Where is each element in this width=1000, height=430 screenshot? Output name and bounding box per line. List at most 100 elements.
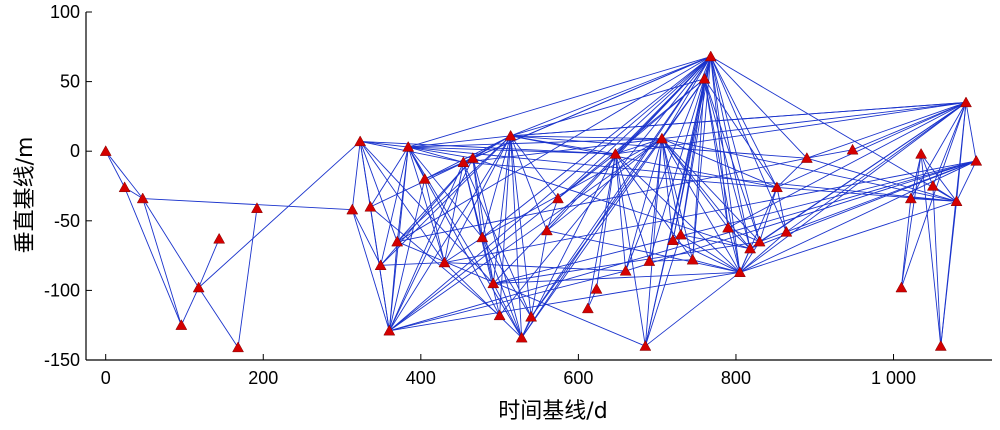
acquisition-point [99, 145, 112, 156]
baseline-edge [510, 135, 559, 199]
baseline-edge [493, 271, 740, 284]
acquisition-point [674, 228, 687, 240]
baseline-edge [614, 153, 650, 262]
baseline-edge [444, 162, 464, 263]
baseline-edge [463, 161, 777, 188]
acquisition-point [753, 235, 766, 247]
baseline-edge [198, 287, 239, 348]
x-tick-label: 200 [248, 368, 278, 388]
baseline-edge [380, 146, 409, 266]
baseline-edge [472, 158, 483, 238]
baseline-edge [759, 231, 787, 243]
acquisition-point [192, 281, 205, 293]
acquisition-point [686, 253, 699, 265]
acquisition-point [515, 331, 528, 343]
baseline-edge [396, 157, 474, 242]
acquisition-point [639, 340, 652, 351]
acquisition-point [487, 277, 500, 289]
baseline-edge [370, 146, 409, 208]
baseline-edge [370, 206, 500, 316]
acquisition-point [136, 192, 149, 204]
x-axis-ticks: 0 200 400 600 800 1 000 [101, 354, 916, 388]
acquisition-point [770, 181, 783, 193]
baseline-edge [648, 56, 712, 262]
baseline-edge [672, 56, 712, 241]
baseline-edge [614, 153, 627, 271]
x-tick-label: 800 [721, 368, 751, 388]
baseline-edge [481, 56, 712, 238]
baseline-edge [237, 208, 258, 348]
acquisition-point [374, 259, 387, 270]
acquisition-point [418, 173, 431, 184]
baseline-edge [759, 187, 778, 242]
baseline-edge [408, 146, 464, 163]
baseline-edge [142, 198, 182, 326]
baseline-edge [408, 138, 662, 148]
acquisition-point [800, 152, 813, 163]
acquisition-point [780, 225, 793, 237]
baseline-edge [900, 153, 922, 288]
baseline-edge [388, 162, 464, 331]
acquisition-point [950, 195, 963, 206]
baseline-edge [710, 56, 808, 159]
x-tick-label: 600 [563, 368, 593, 388]
baseline-edge [615, 153, 693, 261]
baseline-edge [587, 153, 616, 309]
baseline-edge [776, 187, 787, 233]
baseline-edge [492, 135, 512, 284]
baseline-edge [546, 230, 740, 273]
acquisition-point [457, 156, 470, 167]
baseline-edge [615, 56, 712, 155]
acquisition-point [619, 264, 632, 276]
baseline-edge [105, 150, 126, 188]
baseline-edge [703, 78, 729, 228]
baseline-edge [124, 187, 182, 326]
acquisition-point [213, 232, 226, 244]
baseline-edge [614, 153, 646, 347]
acquisition-point [391, 235, 404, 247]
baseline-edge [510, 56, 711, 137]
baseline-edge [615, 138, 663, 155]
baseline-edge [557, 78, 705, 199]
acquisition-point [354, 135, 367, 147]
acquisition-point [346, 203, 359, 215]
y-axis-ticks: -150 -100 -50 0 50 100 [44, 2, 92, 370]
acquisition-point [704, 50, 717, 62]
acquisition-point [904, 192, 917, 204]
acquisition-point [960, 96, 972, 108]
baseline-edge [510, 135, 807, 159]
baseline-edge [396, 135, 511, 243]
baseline-edge [444, 237, 483, 263]
baseline-edge [661, 138, 729, 229]
baseline-edge [481, 135, 512, 238]
acquisition-point [493, 309, 506, 321]
y-tick-label: 100 [50, 2, 80, 22]
acquisition-point [581, 302, 594, 314]
acquisition-point [540, 224, 553, 236]
baseline-edge [710, 56, 761, 242]
baseline-edge [472, 135, 511, 159]
acquisition-point [744, 242, 757, 254]
baseline-edge [932, 185, 942, 347]
baseline-edge [351, 209, 382, 266]
y-axis-title: 垂直基线/m [13, 137, 38, 254]
baseline-edge [424, 178, 445, 263]
baseline-edge [806, 157, 957, 202]
acquisition-point [383, 324, 396, 336]
baseline-edge [710, 56, 778, 188]
acquisition-point [590, 282, 603, 294]
baseline-edge [530, 78, 705, 318]
baseline-edge [661, 78, 705, 139]
acquisition-point [733, 266, 746, 277]
baseline-edge [648, 138, 663, 262]
acquisition-point [525, 310, 538, 322]
acquisition-point [655, 132, 668, 144]
acquisition-point [926, 179, 939, 191]
baseline-edge [359, 141, 398, 242]
baseline-edge [900, 198, 912, 288]
baseline-edge [510, 135, 548, 231]
baseline-edge [380, 157, 474, 266]
x-tick-label: 0 [101, 368, 111, 388]
baseline-edge [910, 102, 967, 199]
